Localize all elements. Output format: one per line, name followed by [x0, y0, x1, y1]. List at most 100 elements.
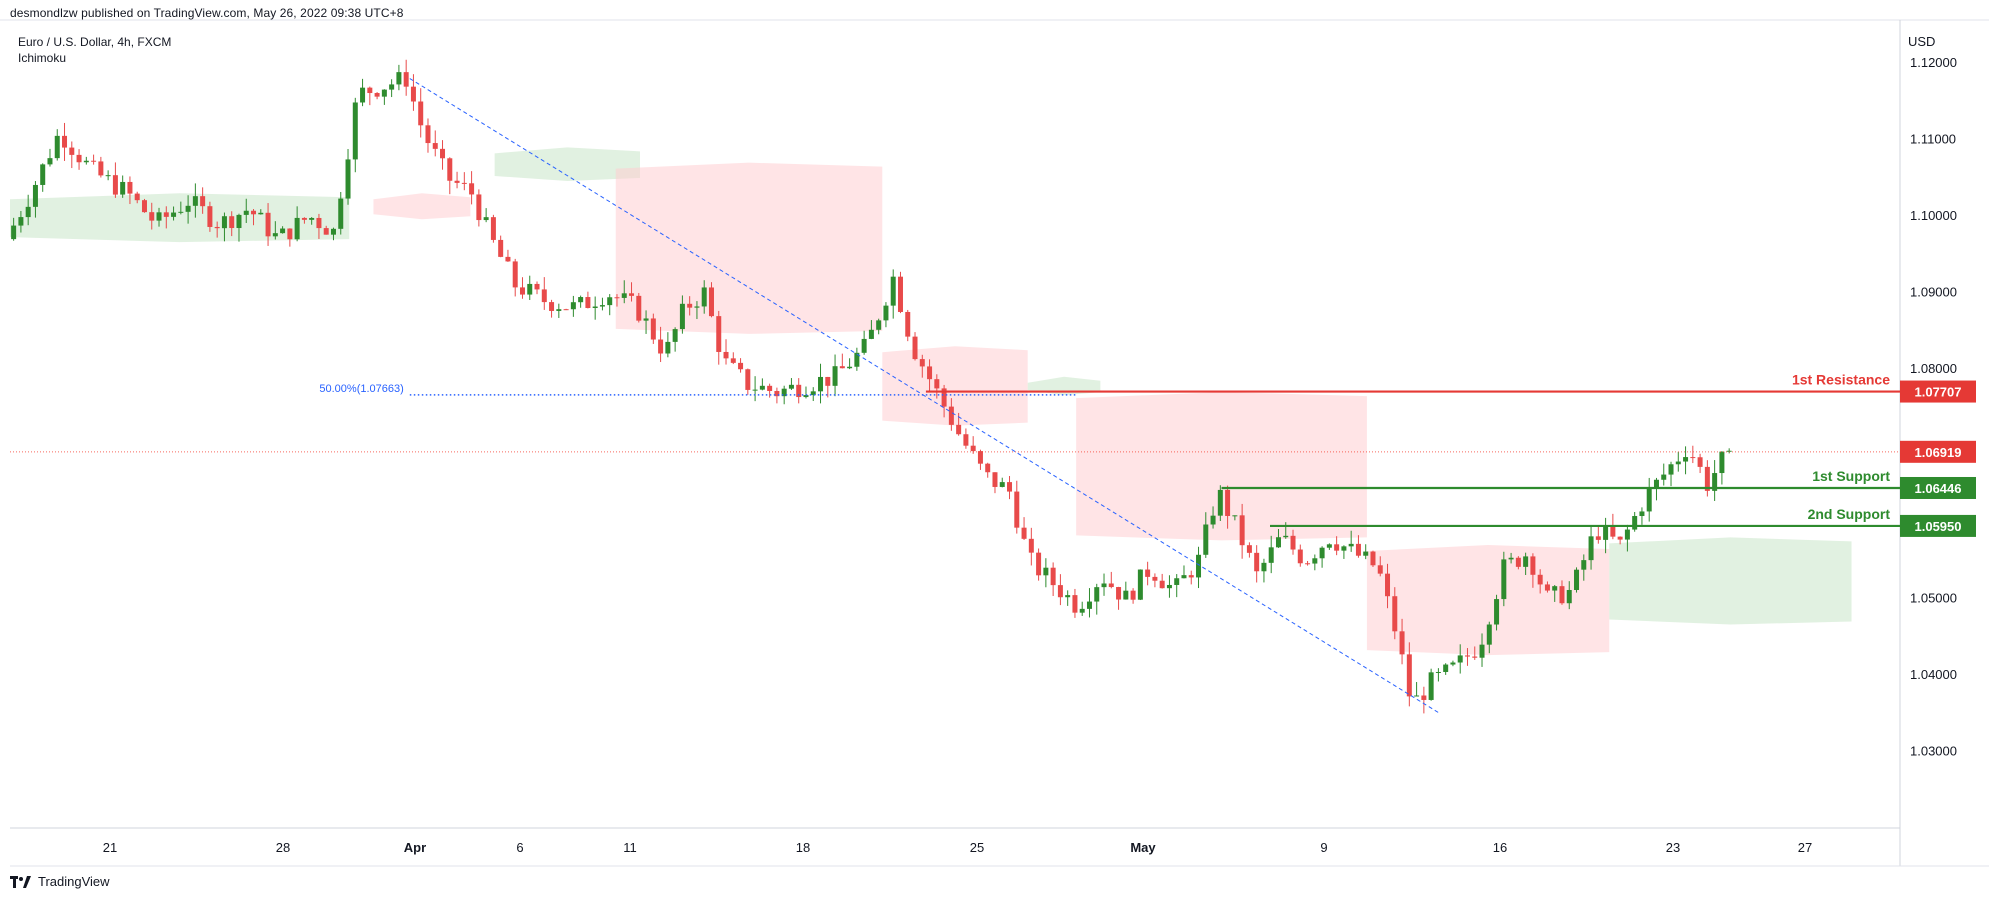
candle-body	[374, 93, 380, 97]
candle-body	[607, 297, 613, 306]
candle-body	[585, 297, 591, 309]
candle-body	[1050, 567, 1056, 586]
candle-body	[541, 289, 547, 303]
candle-body	[192, 196, 198, 206]
candle-body	[1159, 580, 1165, 589]
candle-body	[759, 385, 765, 390]
candle-body	[11, 225, 17, 240]
candle-body	[1639, 511, 1645, 517]
candle-body	[1385, 573, 1391, 597]
candle-body	[1246, 545, 1252, 553]
candle-body	[999, 482, 1005, 487]
candle-body	[171, 212, 177, 217]
legend-indicator[interactable]: Ichimoku	[18, 51, 66, 65]
candle-body	[141, 200, 147, 213]
candle-body	[1079, 608, 1085, 613]
candle-body	[1196, 554, 1202, 578]
candle-body	[839, 366, 845, 369]
candle-body	[1632, 516, 1638, 530]
candle-body	[519, 287, 525, 295]
candle-body	[1690, 457, 1696, 459]
candle-body	[120, 181, 126, 195]
candle-body	[367, 87, 373, 94]
cloud-segment	[615, 162, 883, 334]
candle-body	[1217, 489, 1223, 516]
candle-body	[1719, 451, 1725, 474]
candle-body	[723, 351, 729, 359]
candle-body	[563, 309, 569, 311]
candle-body	[1319, 547, 1325, 559]
tradingview-logo-icon	[10, 875, 31, 888]
y-tick-label: 1.09000	[1910, 285, 1957, 300]
candle-body	[389, 84, 395, 90]
x-tick-label: 27	[1798, 840, 1812, 855]
candle-body	[483, 217, 489, 221]
candle-body	[396, 72, 402, 85]
candle-body	[207, 206, 213, 227]
candle-body	[403, 72, 409, 87]
x-tick-label: 23	[1666, 840, 1680, 855]
candle-body	[1086, 601, 1092, 609]
cloud-segment	[1366, 545, 1610, 656]
candle-body	[432, 143, 438, 149]
candle-body	[1036, 552, 1042, 576]
candle-body	[1646, 488, 1652, 512]
candle-body	[599, 305, 605, 307]
x-tick-label: 6	[516, 840, 523, 855]
candle-body	[876, 320, 882, 330]
candle-body	[629, 293, 635, 296]
trendline[interactable]	[409, 78, 1440, 714]
candle-body	[498, 239, 504, 257]
candle-body	[1668, 464, 1674, 475]
currency-label: USD	[1908, 34, 1935, 49]
candle-body	[18, 217, 24, 226]
candle-body	[163, 212, 169, 217]
candle-body	[730, 358, 736, 363]
candle-body	[1443, 664, 1449, 672]
candle-body	[178, 211, 184, 213]
candle-body	[156, 212, 162, 221]
candle-body	[425, 125, 431, 144]
candle-body	[1435, 671, 1441, 673]
cloud-segment	[494, 147, 640, 181]
candle-body	[1166, 584, 1172, 589]
candle-body	[1559, 586, 1565, 604]
candle-body	[83, 160, 89, 163]
candle-body	[476, 194, 482, 221]
candle-body	[796, 384, 802, 398]
candle-body	[469, 183, 475, 195]
candle-body	[1399, 631, 1405, 655]
tradingview-brand[interactable]: TradingView	[10, 874, 110, 889]
candle-body	[527, 283, 533, 295]
y-tick-label: 1.11000	[1910, 132, 1956, 147]
candle-body	[330, 228, 336, 235]
candle-body	[352, 102, 358, 160]
candle-body	[1574, 569, 1580, 590]
y-tick-label: 1.05000	[1910, 591, 1957, 606]
candle-body	[1152, 576, 1158, 581]
candle-body	[665, 341, 671, 354]
candle-body	[832, 366, 838, 386]
level-price-tag	[1900, 380, 1976, 403]
candle-body	[883, 305, 889, 321]
x-tick-label: May	[1130, 840, 1156, 855]
candle-body	[1108, 583, 1114, 588]
candle-body	[185, 205, 191, 212]
candle-body	[1530, 556, 1536, 575]
candle-body	[1581, 560, 1587, 570]
candle-body	[112, 175, 118, 195]
candle-body	[265, 212, 271, 237]
candle-body	[1515, 557, 1521, 567]
legend-symbol[interactable]: Euro / U.S. Dollar, 4h, FXCM	[18, 35, 171, 49]
candle-body	[578, 297, 584, 303]
candle-body	[360, 87, 366, 103]
y-tick-label: 1.08000	[1910, 361, 1957, 376]
y-tick-label: 1.03000	[1910, 744, 1957, 759]
candle-body	[556, 309, 562, 311]
candle-body	[1283, 535, 1289, 538]
candle-body	[1094, 587, 1100, 602]
candle-body	[868, 329, 874, 339]
candle-body	[338, 198, 344, 229]
candle-body	[1232, 515, 1238, 517]
